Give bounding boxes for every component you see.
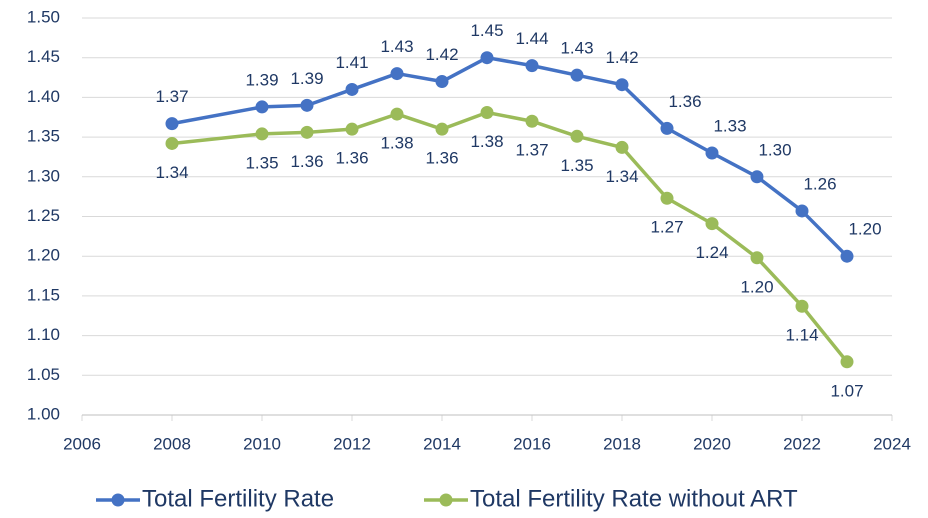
point xyxy=(255,127,269,141)
point xyxy=(300,98,314,112)
data-label: 1.27 xyxy=(650,218,683,237)
x-tick-label: 2016 xyxy=(513,434,551,453)
point xyxy=(525,59,539,73)
data-label: 1.30 xyxy=(758,140,791,159)
point xyxy=(480,105,494,119)
point xyxy=(525,114,539,128)
point xyxy=(795,204,809,218)
data-label: 1.37 xyxy=(515,141,548,160)
y-tick-label: 1.25 xyxy=(27,206,60,225)
y-tick-label: 1.35 xyxy=(27,127,60,146)
point xyxy=(165,136,179,150)
data-label: 1.14 xyxy=(785,326,818,345)
point xyxy=(435,75,449,89)
x-tick-label: 2018 xyxy=(603,434,641,453)
data-label: 1.20 xyxy=(740,277,773,296)
y-tick-label: 1.20 xyxy=(27,246,60,265)
data-label: 1.42 xyxy=(605,48,638,67)
point xyxy=(840,355,854,369)
point xyxy=(300,125,314,139)
y-tick-label: 1.40 xyxy=(27,87,60,106)
data-label: 1.43 xyxy=(560,39,593,58)
x-tick-label: 2014 xyxy=(423,434,461,453)
data-label: 1.36 xyxy=(290,152,323,171)
data-label: 1.39 xyxy=(290,69,323,88)
point xyxy=(480,51,494,65)
point xyxy=(615,140,629,154)
x-tick-label: 2012 xyxy=(333,434,371,453)
data-label: 1.44 xyxy=(515,29,548,48)
data-label: 1.20 xyxy=(848,220,881,239)
point xyxy=(390,107,404,121)
data-label: 1.41 xyxy=(335,53,368,72)
data-label: 1.34 xyxy=(605,167,638,186)
data-label: 1.33 xyxy=(713,116,746,135)
x-tick-label: 2022 xyxy=(783,434,821,453)
y-tick-label: 1.10 xyxy=(27,325,60,344)
data-label: 1.39 xyxy=(245,70,278,89)
data-label: 1.07 xyxy=(830,381,863,400)
point xyxy=(345,82,359,96)
point xyxy=(165,117,179,131)
data-label: 1.37 xyxy=(155,87,188,106)
data-label: 1.38 xyxy=(380,134,413,153)
data-label: 1.43 xyxy=(380,37,413,56)
point xyxy=(660,191,674,205)
legend-label: Total Fertility Rate xyxy=(142,485,334,512)
data-label: 1.42 xyxy=(425,45,458,64)
point xyxy=(705,217,719,231)
x-tick-label: 2024 xyxy=(873,434,911,453)
data-label: 1.35 xyxy=(245,153,278,172)
data-label: 1.36 xyxy=(425,149,458,168)
x-tick-label: 2010 xyxy=(243,434,281,453)
point xyxy=(795,299,809,313)
data-label: 1.45 xyxy=(470,21,503,40)
y-tick-label: 1.50 xyxy=(27,7,60,26)
x-tick-label: 2006 xyxy=(63,434,101,453)
point xyxy=(615,78,629,92)
data-label: 1.36 xyxy=(335,149,368,168)
legend-marker xyxy=(439,493,453,507)
data-label: 1.26 xyxy=(803,174,836,193)
point xyxy=(750,170,764,184)
point xyxy=(750,251,764,265)
y-tick-label: 1.15 xyxy=(27,285,60,304)
point xyxy=(435,122,449,136)
point xyxy=(570,129,584,143)
y-tick-label: 1.05 xyxy=(27,365,60,384)
legend-label: Total Fertility Rate without ART xyxy=(470,485,798,512)
x-tick-label: 2020 xyxy=(693,434,731,453)
legend-marker xyxy=(111,493,125,507)
series-line xyxy=(171,110,849,363)
data-label: 1.34 xyxy=(155,163,188,182)
data-label: 1.36 xyxy=(668,92,701,111)
y-tick-label: 1.30 xyxy=(27,166,60,185)
point xyxy=(390,67,404,81)
point xyxy=(255,100,269,114)
y-tick-label: 1.45 xyxy=(27,47,60,66)
point xyxy=(840,249,854,263)
data-label: 1.38 xyxy=(470,132,503,151)
data-label: 1.35 xyxy=(560,156,593,175)
x-tick-label: 2008 xyxy=(153,434,191,453)
data-label: 1.24 xyxy=(695,243,728,262)
y-tick-label: 1.00 xyxy=(27,404,60,423)
point xyxy=(660,121,674,135)
point xyxy=(570,68,584,82)
point xyxy=(705,146,719,160)
point xyxy=(345,122,359,136)
